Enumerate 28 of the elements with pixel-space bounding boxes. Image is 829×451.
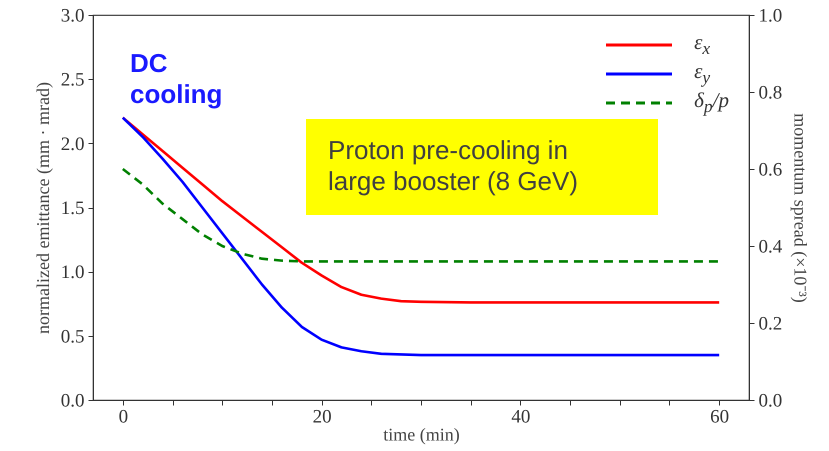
x-tick-label: 60 bbox=[710, 406, 730, 428]
annotation: Proton pre-cooling in large booster (8 GeV) bbox=[328, 135, 578, 197]
y-tick-label: 0.5 bbox=[60, 326, 84, 348]
line-series bbox=[122, 168, 720, 263]
y2-tick-label: 0.6 bbox=[758, 160, 782, 180]
y-tick-label: 1.0 bbox=[60, 262, 84, 284]
y-tick-label: 1.5 bbox=[60, 198, 84, 219]
y-tick-label: 2.5 bbox=[60, 70, 84, 91]
y-axis-title: normalized emittance (mm · mrad) bbox=[32, 82, 53, 334]
y2-tick-label: 0.2 bbox=[758, 314, 782, 334]
y2-tick-label: 0.8 bbox=[758, 82, 782, 104]
legend-label: ε$_{y}$ bbox=[694, 58, 710, 88]
x-tick-label: 40 bbox=[511, 406, 530, 428]
line-series bbox=[122, 116, 720, 356]
y2-tick-label: 1.0 bbox=[758, 6, 782, 26]
x-axis-title: time (min) bbox=[383, 424, 460, 444]
y2-tick-label: 0.0 bbox=[758, 390, 782, 412]
line-series bbox=[122, 116, 720, 304]
legend-label: δ$_{p}$/p bbox=[694, 88, 729, 118]
annotation: DC cooling bbox=[130, 48, 222, 110]
y-tick-label: 3.0 bbox=[60, 6, 84, 26]
y-tick-label: 0.0 bbox=[60, 390, 84, 412]
y2-tick-label: 0.4 bbox=[758, 236, 783, 258]
x-tick-label: 0 bbox=[118, 406, 128, 428]
y2-axis-title: momentum spread (×10⁻³) bbox=[790, 113, 810, 303]
legend-label: ε$_{x}$ bbox=[694, 30, 710, 60]
y-tick-label: 2.0 bbox=[60, 134, 84, 155]
x-tick-label: 20 bbox=[312, 406, 332, 428]
